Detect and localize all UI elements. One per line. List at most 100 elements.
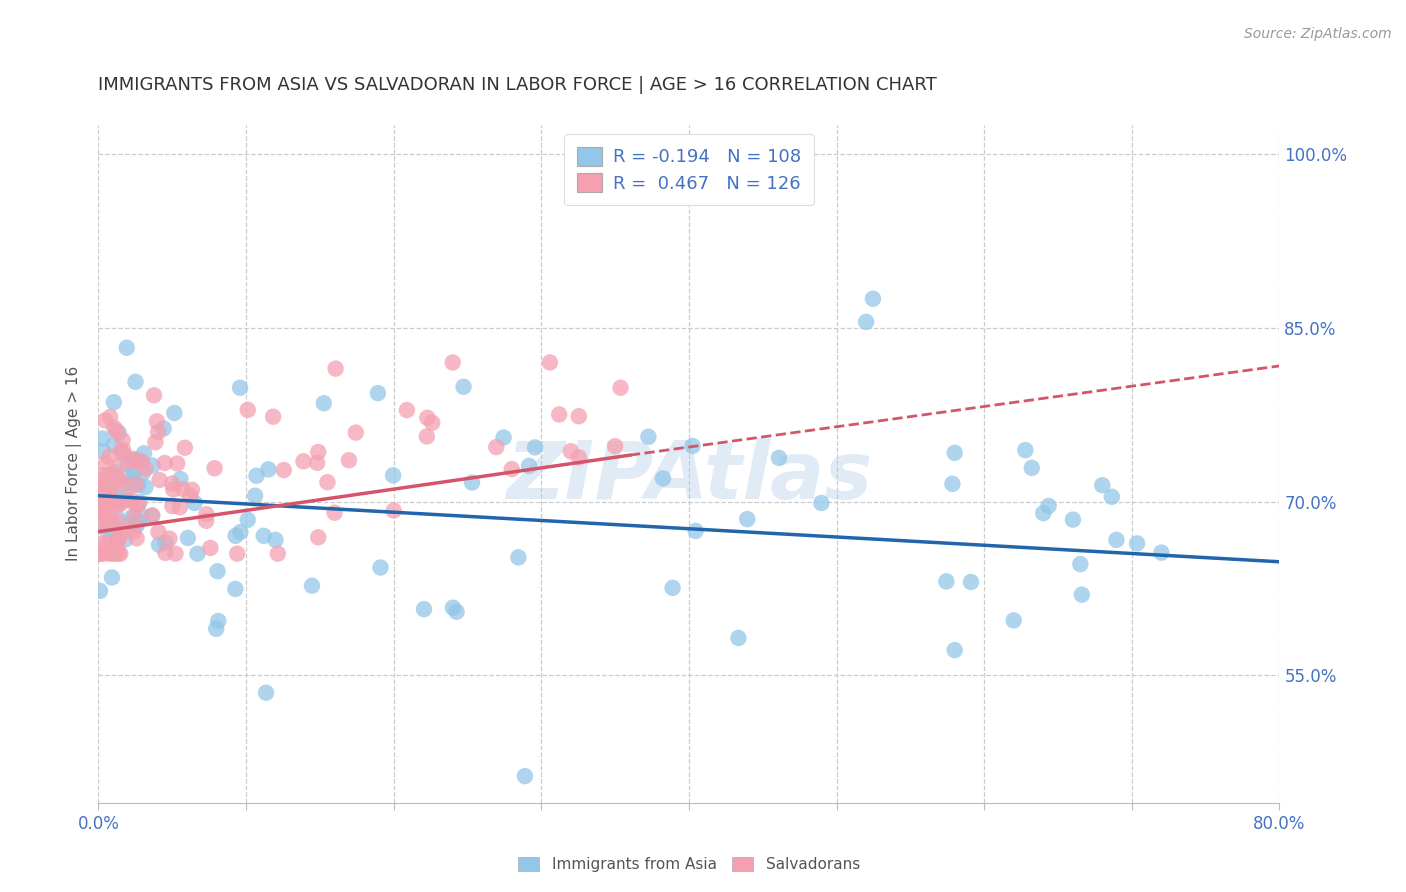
- Point: [98, 539, 121, 553]
- Point: [1070, 588, 1092, 602]
- Point: [146, 425, 169, 439]
- Point: [124, 510, 146, 524]
- Point: [142, 458, 165, 473]
- Point: [307, 445, 329, 459]
- Point: [152, 421, 174, 435]
- Point: [128, 514, 150, 528]
- Point: [125, 518, 148, 533]
- Point: [90, 518, 112, 533]
- Point: [93, 488, 115, 502]
- Point: [104, 466, 127, 480]
- Point: [89, 481, 111, 495]
- Point: [108, 497, 131, 511]
- Point: [111, 433, 134, 447]
- Point: [91, 505, 114, 519]
- Point: [122, 465, 145, 479]
- Point: [960, 574, 983, 589]
- Point: [413, 602, 436, 616]
- Point: [114, 533, 136, 547]
- Point: [107, 425, 129, 440]
- Point: [155, 546, 177, 560]
- Point: [101, 546, 124, 560]
- Point: [301, 579, 323, 593]
- Point: [127, 497, 149, 511]
- Point: [128, 495, 150, 509]
- Point: [165, 547, 187, 561]
- Point: [367, 386, 389, 401]
- Point: [91, 472, 114, 486]
- Point: [323, 506, 346, 520]
- Point: [103, 395, 125, 409]
- Point: [661, 581, 683, 595]
- Point: [91, 432, 114, 446]
- Point: [89, 491, 111, 505]
- Point: [524, 441, 547, 455]
- Point: [131, 454, 153, 468]
- Point: [548, 408, 571, 422]
- Point: [141, 508, 163, 523]
- Point: [90, 481, 112, 495]
- Point: [382, 468, 405, 483]
- Point: [105, 490, 128, 504]
- Point: [98, 450, 121, 464]
- Point: [204, 461, 226, 475]
- Point: [91, 489, 114, 503]
- Point: [163, 406, 186, 420]
- Point: [128, 454, 150, 468]
- Point: [89, 547, 111, 561]
- Point: [159, 532, 181, 546]
- Point: [416, 410, 439, 425]
- Text: Source: ZipAtlas.com: Source: ZipAtlas.com: [1244, 27, 1392, 41]
- Point: [112, 448, 135, 462]
- Point: [98, 547, 121, 561]
- Point: [141, 508, 163, 523]
- Point: [98, 496, 121, 510]
- Point: [501, 462, 523, 476]
- Point: [682, 439, 704, 453]
- Point: [143, 388, 166, 402]
- Point: [609, 381, 631, 395]
- Point: [115, 341, 138, 355]
- Point: [107, 547, 129, 561]
- Point: [169, 500, 191, 515]
- Point: [124, 375, 146, 389]
- Point: [120, 476, 142, 491]
- Point: [148, 524, 170, 539]
- Point: [96, 524, 118, 538]
- Point: [226, 547, 249, 561]
- Point: [1091, 478, 1114, 492]
- Point: [94, 457, 117, 471]
- Point: [91, 468, 114, 483]
- Point: [416, 429, 439, 443]
- Point: [181, 483, 204, 497]
- Point: [124, 452, 146, 467]
- Point: [855, 315, 877, 329]
- Point: [124, 498, 146, 512]
- Point: [110, 458, 132, 472]
- Point: [91, 547, 114, 561]
- Point: [131, 509, 153, 524]
- Point: [1032, 506, 1054, 520]
- Point: [97, 509, 120, 524]
- Point: [112, 476, 135, 491]
- Point: [370, 560, 392, 574]
- Point: [96, 519, 118, 533]
- Point: [148, 538, 170, 552]
- Point: [98, 485, 121, 500]
- Point: [177, 531, 200, 545]
- Point: [441, 600, 464, 615]
- Legend: R = -0.194   N = 108, R =  0.467   N = 126: R = -0.194 N = 108, R = 0.467 N = 126: [564, 134, 814, 205]
- Point: [160, 476, 183, 491]
- Point: [1062, 513, 1084, 527]
- Point: [200, 541, 222, 555]
- Point: [105, 543, 128, 558]
- Point: [89, 494, 111, 508]
- Point: [257, 462, 280, 476]
- Point: [148, 473, 170, 487]
- Point: [89, 485, 111, 500]
- Point: [941, 476, 963, 491]
- Point: [97, 516, 120, 530]
- Point: [107, 498, 129, 512]
- Point: [97, 544, 120, 558]
- Point: [107, 494, 129, 508]
